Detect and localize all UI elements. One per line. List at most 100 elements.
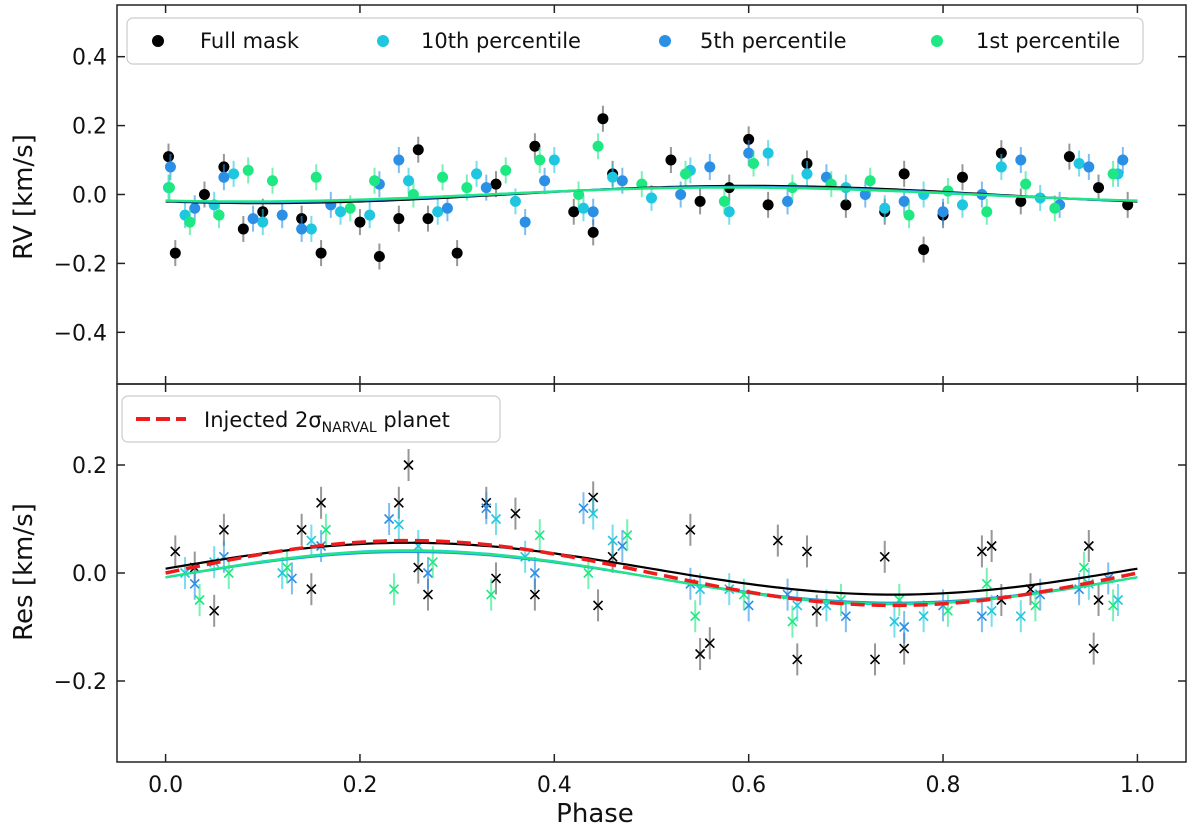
top-point-10th-percentile [1073,157,1085,169]
bottom-point-1st-percentile-residuals [622,530,633,541]
top-point-full-mask [762,199,774,211]
top-point-10th-percentile [762,147,774,159]
bottom-point-full-mask-residuals [592,600,604,611]
bottom-point-full-mask-residuals [306,584,317,595]
top-point-5th-percentile [743,147,755,159]
top-point-5th-percentile [616,175,628,187]
top-point-10th-percentile [403,175,415,187]
top-point-1st-percentile [748,157,760,169]
bottom-point-5th-percentile-residuals [384,513,395,525]
bottom-point-1st-percentile-residuals [388,584,400,595]
top-point-full-mask [918,244,930,256]
top-point-5th-percentile [539,175,551,187]
top-point-full-mask [1093,182,1105,194]
top-point-5th-percentile [164,161,176,173]
legend-marker-5th-percentile [659,35,671,47]
bottom-point-full-mask-residuals [772,535,783,546]
bottom-point-5th-percentile-residuals [976,611,987,622]
top-y-tick-label: 0.2 [72,115,107,140]
top-point-5th-percentile [937,206,949,218]
bottom-point-full-mask-residuals [510,508,521,519]
top-point-1st-percentile [1049,202,1061,214]
bottom-point-full-mask-residuals [869,654,881,665]
legend-marker-10th-percentile [377,35,389,47]
bottom-point-full-mask-residuals [685,524,696,535]
bottom-point-full-mask-residuals [413,562,424,573]
top-point-1st-percentile [344,202,356,214]
bottom-point-10th-percentile-residuals [918,611,929,622]
top-panel: −0.4 −0.2 0.0 0.2 0.4 [54,4,1187,385]
top-point-full-mask [451,247,463,259]
top-y-tick-label: 0.0 [72,184,107,209]
bottom-point-5th-percentile-residuals [422,567,434,579]
bottom-point-10th-percentile-residuals [393,519,404,530]
bottom-point-1st-percentile-residuals [1030,600,1041,611]
top-point-full-mask [743,133,755,145]
top-point-full-mask [840,199,852,211]
bottom-point-full-mask-residuals [899,643,910,654]
top-point-5th-percentile [675,189,687,200]
bottom-point-full-mask-residuals [792,654,803,665]
top-point-10th-percentile [228,168,240,180]
top-y-tick-label: −0.2 [54,252,107,277]
top-point-1st-percentile [213,209,225,221]
top-point-1st-percentile [461,182,473,194]
top-point-5th-percentile [189,202,201,214]
top-point-full-mask [198,189,210,200]
top-point-5th-percentile [519,216,531,228]
top-y-tick-label: 0.4 [72,46,107,71]
top-point-5th-percentile [1015,154,1027,166]
bottom-point-5th-percentile-residuals [743,600,754,611]
top-point-5th-percentile [247,213,259,225]
x-tick-label: 0.6 [731,773,766,798]
bottom-point-10th-percentile-residuals [588,508,599,519]
bottom-point-full-mask-residuals [811,605,822,616]
bottom-fit-1st-percentile-fit [165,549,1138,605]
bottom-point-5th-percentile-residuals [617,540,628,552]
top-point-1st-percentile [534,154,546,166]
bottom-point-1st-percentile-residuals [534,530,545,541]
bottom-point-full-mask-residuals [170,546,181,557]
top-point-10th-percentile [995,161,1007,173]
top-point-1st-percentile [369,175,381,187]
bottom-point-1st-percentile-residuals [427,557,438,568]
top-point-1st-percentile [680,168,692,180]
bottom-point-full-mask-residuals [393,497,404,508]
top-point-full-mask [956,171,968,183]
top-point-5th-percentile [859,189,871,200]
top-point-10th-percentile [432,206,444,218]
top-point-full-mask [315,247,327,259]
bottom-point-1st-percentile-residuals [282,562,293,573]
top-y-tick-label: −0.4 [54,321,107,346]
bottom-point-1st-percentile-residuals [320,524,332,535]
bottom-point-1st-percentile-residuals [690,611,701,622]
bottom-point-full-mask-residuals [704,638,715,649]
bottom-point-5th-percentile-residuals [481,503,492,514]
bottom-point-5th-percentile-residuals [529,567,540,579]
legend-label-injected-planet: Injected 2σNARVAL planet [204,408,450,436]
legend-label-full-mask: Full mask [200,29,300,53]
top-point-5th-percentile [480,182,492,194]
bottom-point-full-mask-residuals [316,497,327,508]
x-tick-label: 0.8 [926,773,961,798]
top-point-full-mask [373,251,385,263]
bottom-point-full-mask-residuals [218,524,229,535]
top-point-5th-percentile [587,206,599,218]
x-tick-label: 0.2 [342,773,377,798]
bottom-point-full-mask-residuals [490,573,502,584]
bottom-point-full-mask-residuals [588,492,599,503]
top-point-1st-percentile [184,216,196,228]
top-point-1st-percentile [437,171,449,183]
legend-marker-full-mask [152,35,164,47]
bottom-y-tick-label: −0.2 [54,670,107,695]
top-point-5th-percentile [276,209,288,221]
top-point-full-mask [237,223,249,235]
top-point-full-mask [163,151,175,163]
bottom-y-tick-label: 0.2 [72,454,107,479]
top-point-full-mask [665,154,677,166]
top-point-full-mask [393,213,405,225]
top-point-10th-percentile [364,209,376,221]
top-point-full-mask [995,147,1007,159]
bottom-legend-frame [121,395,501,443]
bottom-point-full-mask-residuals [422,589,434,600]
